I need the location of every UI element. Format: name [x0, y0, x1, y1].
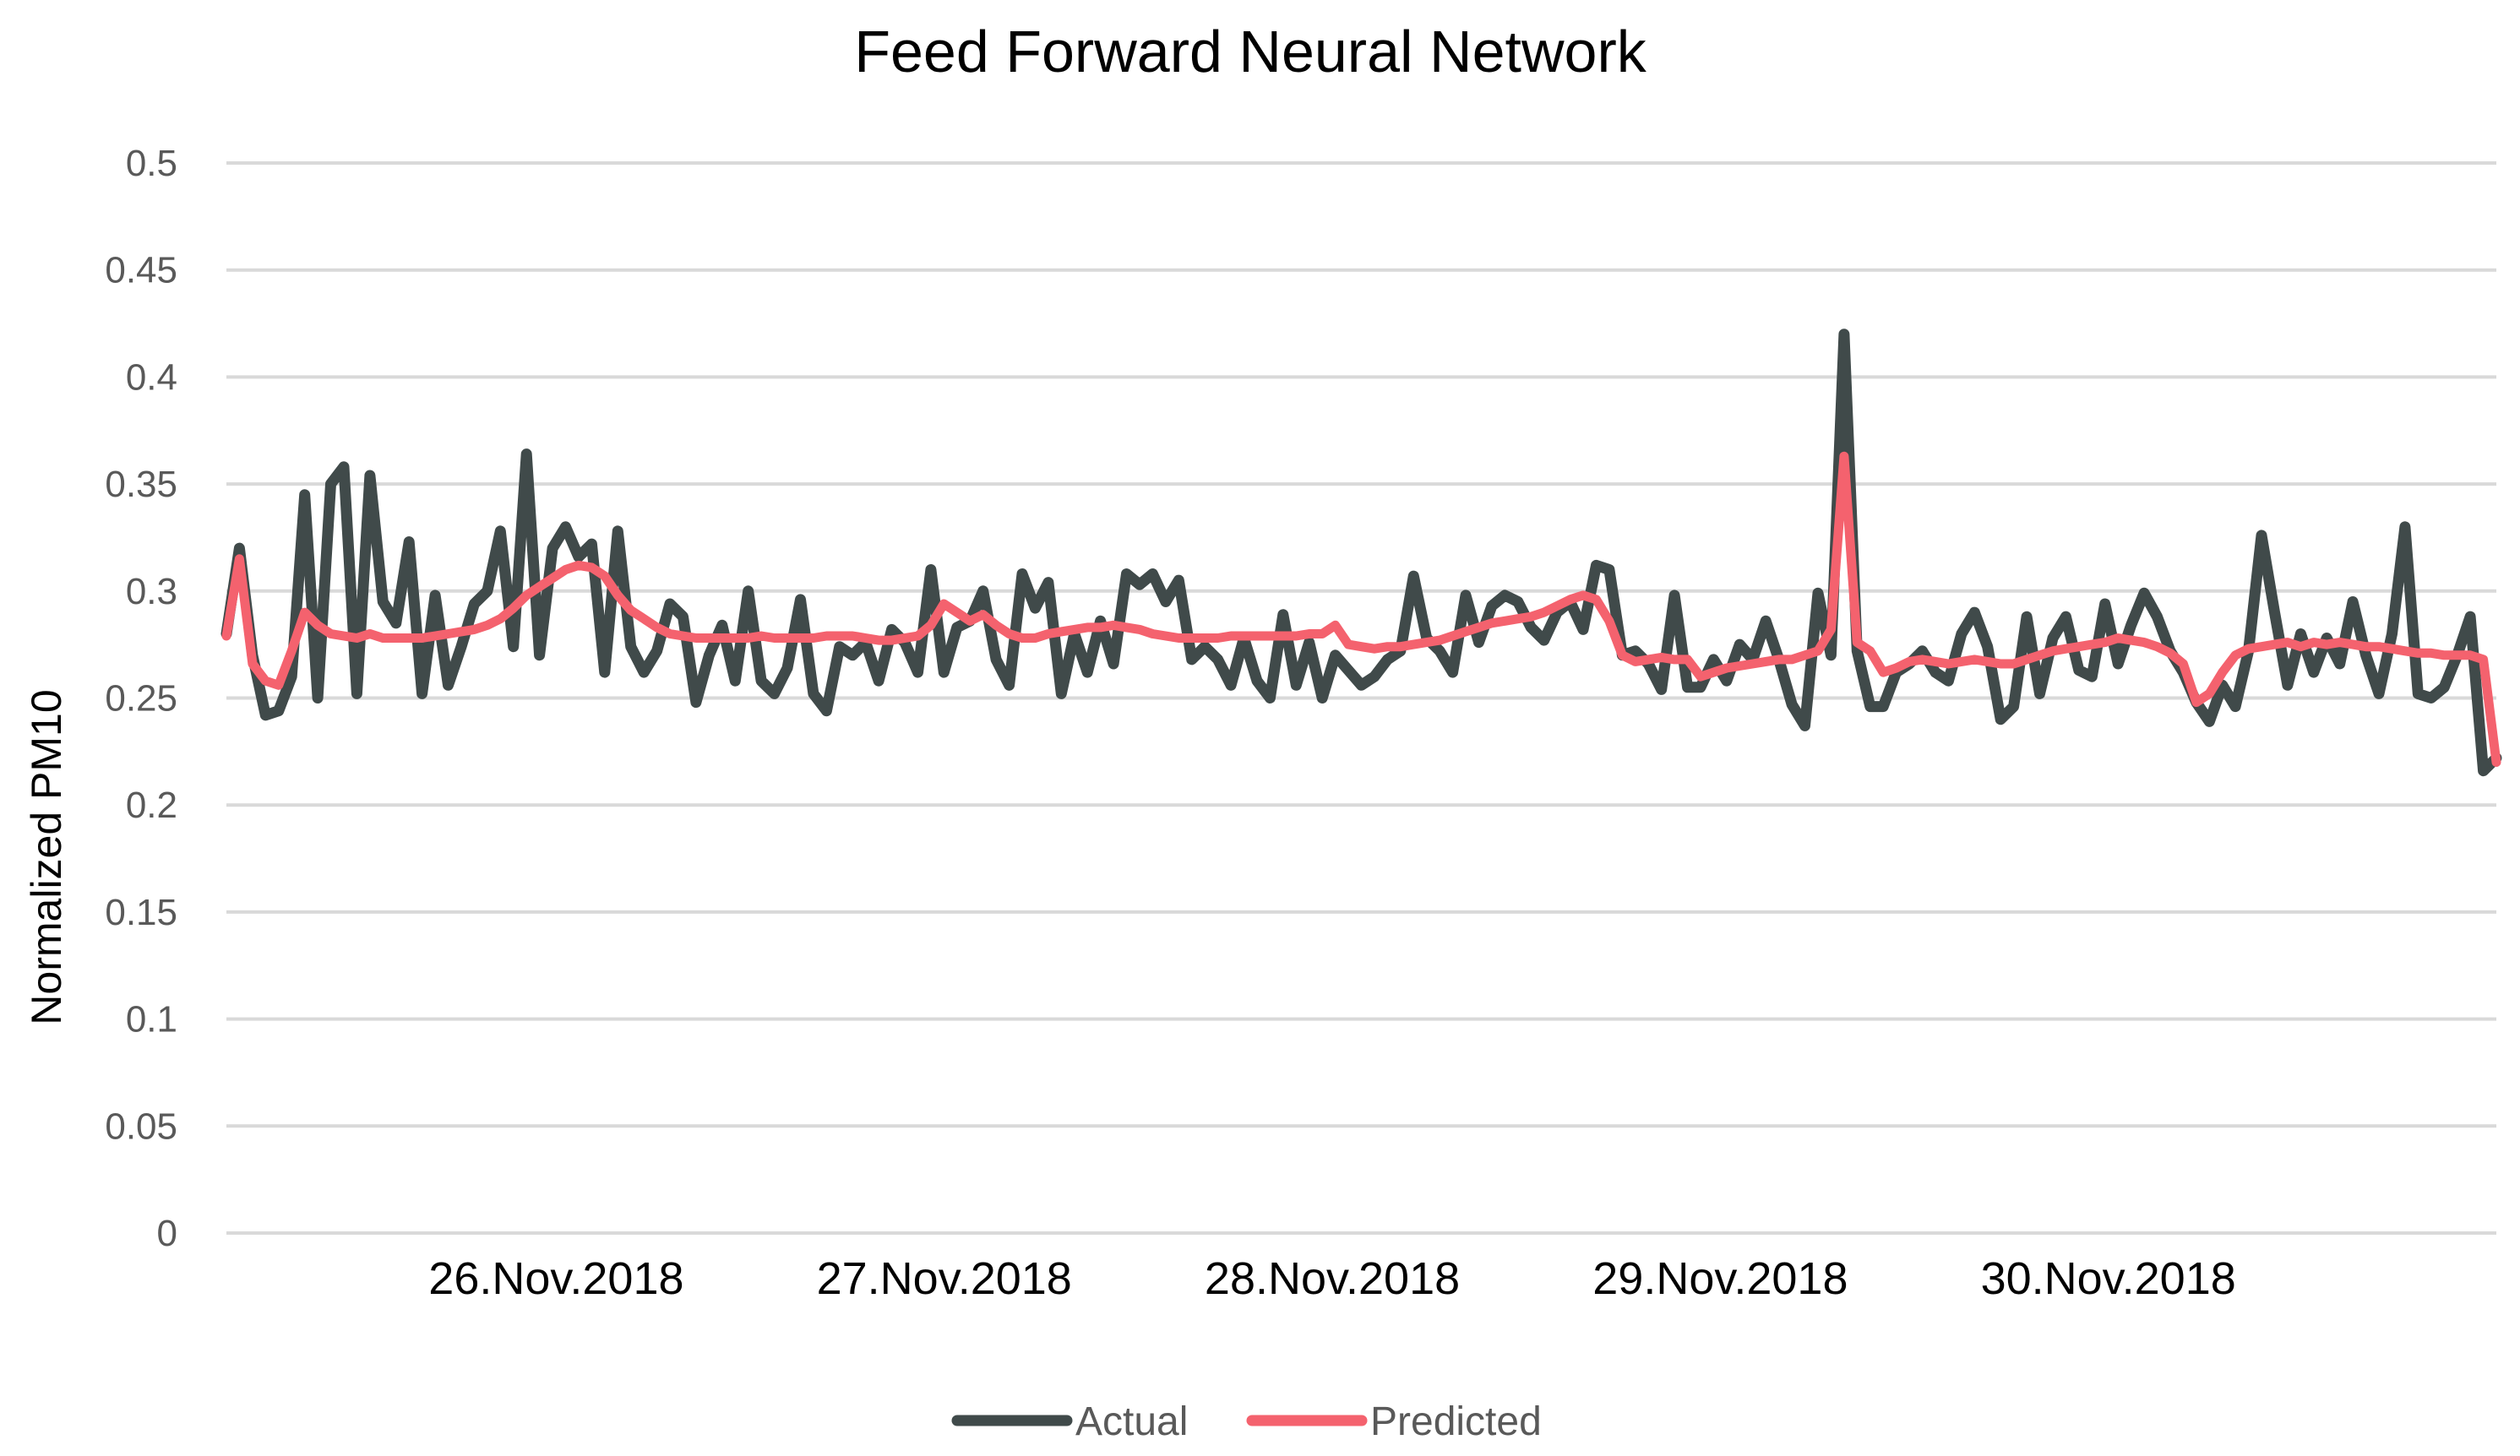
y-axis-ticks: 0 0.05 0.1 0.15 0.2 0.25 0.3 0.35 0.4 0.45 0.5 — [105, 143, 177, 1254]
y-tick-label: 0.2 — [126, 785, 177, 826]
series-lines — [220, 329, 2502, 777]
y-tick-label: 0.25 — [105, 678, 177, 720]
y-tick-label: 0.05 — [105, 1106, 177, 1147]
y-tick-label: 0.1 — [126, 999, 177, 1040]
series-line-predicted — [221, 451, 2501, 767]
y-tick-label: 0.4 — [126, 356, 177, 398]
x-tick-label: 30.Nov.2018 — [1981, 1253, 2236, 1304]
x-tick-label: 29.Nov.2018 — [1592, 1253, 1848, 1304]
gridlines — [226, 161, 2496, 1235]
y-axis-label: Normalized PM10 — [23, 689, 70, 1024]
y-tick-label: 0.15 — [105, 892, 177, 933]
x-tick-label: 26.Nov.2018 — [428, 1253, 683, 1304]
chart-title: Feed Forward Neural Network — [854, 19, 1647, 84]
x-axis-ticks: 26.Nov.2018 27.Nov.2018 28.Nov.2018 29.Nov.… — [428, 1253, 2235, 1304]
legend-label-predicted: Predicted — [1370, 1399, 1542, 1444]
legend-label-actual: Actual — [1075, 1399, 1188, 1444]
x-tick-label: 27.Nov.2018 — [817, 1253, 1072, 1304]
y-tick-label: 0.3 — [126, 571, 177, 612]
series-line-actual — [220, 329, 2502, 777]
y-tick-label: 0.45 — [105, 250, 177, 291]
y-tick-label: 0 — [157, 1213, 177, 1254]
x-tick-label: 28.Nov.2018 — [1205, 1253, 1460, 1304]
legend: Actual Predicted — [951, 1399, 1542, 1444]
y-tick-label: 0.35 — [105, 464, 177, 505]
y-tick-label: 0.5 — [126, 143, 177, 184]
